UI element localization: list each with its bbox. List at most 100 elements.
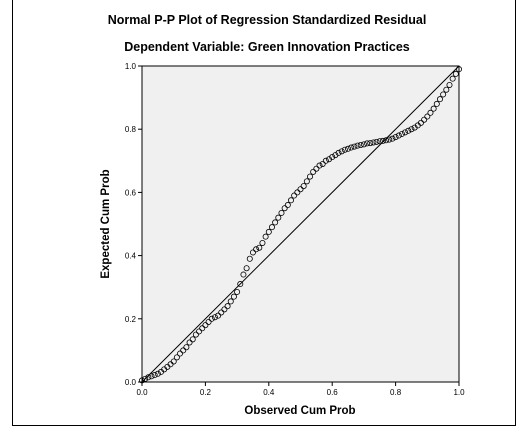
data-point [440,91,447,98]
data-point [218,309,225,316]
y-axis-label: Expected Cum Prob [100,169,112,278]
data-point [256,244,263,251]
data-point [303,178,310,185]
data-point [297,186,304,193]
data-point [294,189,301,196]
data-point [196,328,203,335]
data-point [421,116,428,123]
data-point [373,138,380,145]
data-point [319,160,326,167]
data-point [348,144,355,151]
data-point [183,344,190,351]
data-point [265,228,272,235]
data-point [452,70,459,77]
data-point [310,168,317,175]
data-point [180,347,187,354]
data-point [249,249,256,256]
y-tick-label: 0.8 [125,125,137,134]
y-tick-label: 0.4 [125,252,137,261]
y-axis-ticks: 0.0 0.2 0.4 0.6 0.8 1.0 [125,62,142,387]
data-point [383,137,390,144]
data-point [446,81,453,88]
chart-figure: Normal P-P Plot of Regression Standardiz… [12,0,516,426]
pp-plot-chart: Normal P-P Plot of Regression Standardiz… [100,13,465,417]
data-point [139,377,146,384]
data-point [154,370,161,377]
data-point [379,137,386,144]
x-tick-label: 0.8 [390,388,402,397]
data-point [177,350,184,357]
data-points [139,66,462,384]
data-point [351,143,358,150]
data-point [189,336,196,343]
data-point [192,331,199,338]
x-tick-label: 1.0 [453,388,465,397]
data-point [272,219,279,226]
data-point [230,293,237,300]
chart-subtitle: Dependent Variable: Green Innovation Pra… [124,40,410,54]
data-point [376,138,383,145]
y-tick-label: 0.2 [125,315,137,324]
x-axis-ticks: 0.0 0.2 0.4 0.6 0.8 1.0 [136,382,465,397]
data-point [291,192,298,199]
data-point [215,312,222,319]
y-tick-label: 0.6 [125,188,137,197]
data-point [443,86,450,93]
data-point [170,358,177,365]
data-point [307,173,314,180]
data-point [354,142,361,149]
data-point [386,136,393,143]
data-point [417,119,424,126]
data-point [151,372,158,379]
data-point [227,298,234,305]
x-axis-label: Observed Cum Prob [244,405,355,417]
data-point [205,318,212,325]
data-point [281,205,288,212]
reference-line [141,65,460,383]
y-tick-label: 1.0 [125,62,137,71]
data-point [341,146,348,153]
chart-title: Normal P-P Plot of Regression Standardiz… [108,13,427,27]
data-point [367,140,374,147]
data-point [398,130,405,137]
data-point [364,140,371,147]
data-point [322,157,329,164]
data-point [148,373,155,380]
data-point [202,322,209,329]
data-point [389,135,396,142]
data-point [408,126,415,133]
data-point [287,197,294,204]
data-point [240,271,247,278]
data-point [449,75,456,82]
data-point [234,288,241,295]
data-point [357,141,364,148]
data-point [329,154,336,161]
data-point [211,314,218,321]
data-point [262,233,269,240]
data-point [173,354,180,361]
data-point [392,134,399,141]
data-point [246,255,253,262]
data-point [278,209,285,216]
data-point [145,374,152,381]
x-tick-label: 0.0 [136,388,148,397]
data-point [455,66,462,73]
data-point [199,325,206,332]
data-point [433,100,440,107]
x-tick-label: 0.4 [263,388,275,397]
data-point [237,281,244,288]
data-point [313,165,320,172]
data-point [345,145,352,152]
data-point [360,141,367,148]
data-point [284,202,291,209]
data-point [208,315,215,322]
data-point [275,214,282,221]
x-tick-label: 0.2 [200,388,212,397]
data-point [142,375,149,382]
data-point [370,139,377,146]
data-point [427,109,434,116]
data-point [395,132,402,139]
data-point [436,96,443,103]
data-point [300,183,307,190]
x-tick-label: 0.6 [327,388,339,397]
